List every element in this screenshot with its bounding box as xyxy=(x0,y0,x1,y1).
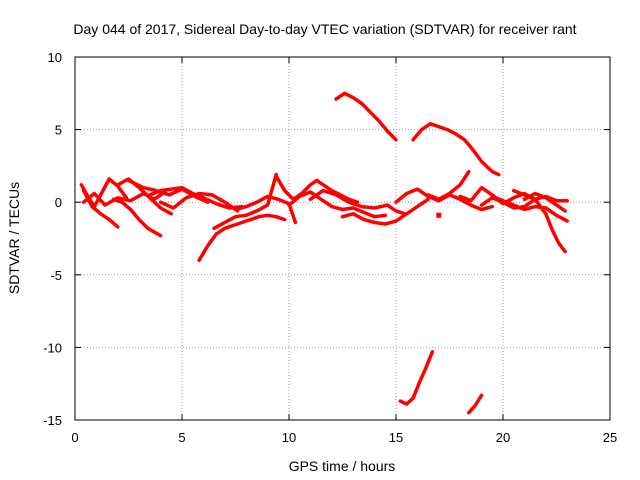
series-track-26 xyxy=(522,191,567,213)
series-track-21 xyxy=(426,169,471,202)
series-track-8 xyxy=(158,191,240,213)
series-track-10 xyxy=(212,172,278,231)
series-track-15 xyxy=(334,91,398,142)
data-point-marker xyxy=(436,212,442,218)
series-track-20 xyxy=(467,393,484,415)
series-track-25 xyxy=(511,188,567,254)
y-tick-label: -10 xyxy=(43,340,62,355)
series-track-14 xyxy=(308,188,407,216)
x-axis-title: GPS time / hours xyxy=(289,458,396,474)
x-tick-label: 15 xyxy=(389,430,403,445)
y-tick-label: -5 xyxy=(50,268,62,283)
series-track-7 xyxy=(148,185,244,210)
y-tick-label: 0 xyxy=(55,195,62,210)
x-tick-label: 0 xyxy=(71,430,78,445)
series-track-3 xyxy=(81,188,120,229)
series-track-19 xyxy=(398,350,435,406)
series-track-9 xyxy=(197,213,287,263)
y-tick-label: 10 xyxy=(48,50,62,65)
data-series xyxy=(79,91,569,415)
grid xyxy=(75,57,610,420)
y-axis-title: SDTVAR / TECUs xyxy=(6,182,22,294)
x-tick-label: 10 xyxy=(282,430,296,445)
x-tick-label: 5 xyxy=(178,430,185,445)
series-track-5 xyxy=(116,177,174,216)
chart-title: Day 044 of 2017, Sidereal Day-to-day VTE… xyxy=(73,21,576,37)
series-track-11 xyxy=(233,194,298,225)
x-tick-label: 25 xyxy=(603,430,617,445)
plot-frame xyxy=(74,56,611,421)
y-tick-label: 5 xyxy=(55,123,62,138)
series-track-18 xyxy=(411,122,501,177)
series-track-24 xyxy=(490,194,569,223)
series-track-12 xyxy=(274,174,360,204)
series-track-16 xyxy=(340,197,430,226)
series-track-4 xyxy=(111,197,163,238)
y-tick-label: -15 xyxy=(43,413,62,428)
axis-ticks: 0 5 10 15 20 25 10 5 0 -5 -10 -15 xyxy=(43,50,617,445)
series-track-13 xyxy=(287,190,388,219)
x-tick-label: 20 xyxy=(496,430,510,445)
